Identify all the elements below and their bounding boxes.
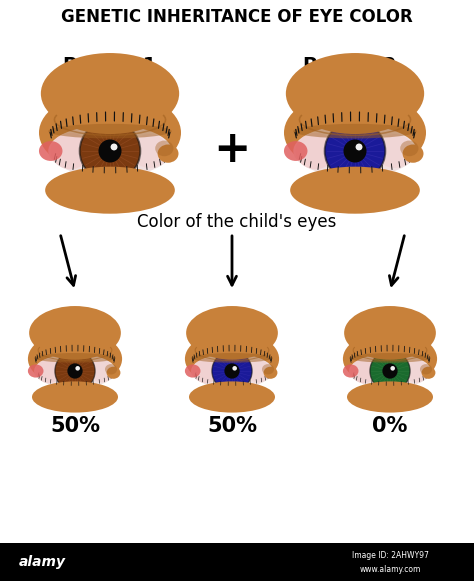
Ellipse shape	[284, 91, 426, 174]
Text: GENETIC INHERITANCE OF EYE COLOR: GENETIC INHERITANCE OF EYE COLOR	[61, 8, 413, 26]
Ellipse shape	[264, 367, 277, 379]
Ellipse shape	[186, 306, 278, 360]
Ellipse shape	[400, 141, 419, 156]
Ellipse shape	[155, 141, 173, 156]
Ellipse shape	[157, 145, 179, 163]
Ellipse shape	[246, 360, 271, 382]
Ellipse shape	[189, 381, 275, 413]
Text: 0%: 0%	[372, 416, 408, 436]
Ellipse shape	[420, 364, 432, 375]
Ellipse shape	[28, 364, 44, 378]
Text: +: +	[213, 127, 251, 170]
Ellipse shape	[343, 331, 437, 386]
Ellipse shape	[191, 354, 273, 388]
Text: Parent 1: Parent 1	[64, 56, 157, 75]
Ellipse shape	[28, 331, 122, 386]
Circle shape	[55, 351, 95, 391]
Ellipse shape	[349, 354, 431, 388]
Text: Image ID: 2AHWY97: Image ID: 2AHWY97	[352, 551, 428, 561]
Ellipse shape	[286, 53, 424, 134]
Circle shape	[391, 366, 395, 371]
Text: Color of the child's eyes: Color of the child's eyes	[137, 213, 337, 231]
Circle shape	[80, 121, 140, 181]
Ellipse shape	[131, 134, 168, 168]
Ellipse shape	[262, 364, 274, 375]
Ellipse shape	[402, 145, 423, 163]
Circle shape	[75, 366, 80, 371]
Circle shape	[212, 351, 252, 391]
Bar	[0, 543, 474, 581]
Circle shape	[99, 139, 121, 163]
Ellipse shape	[29, 306, 121, 360]
Ellipse shape	[376, 134, 413, 168]
Ellipse shape	[404, 360, 428, 382]
Ellipse shape	[34, 354, 116, 388]
Text: alamy: alamy	[18, 555, 65, 569]
Ellipse shape	[344, 306, 436, 360]
Circle shape	[224, 363, 240, 379]
Text: 50%: 50%	[207, 416, 257, 436]
Circle shape	[370, 351, 410, 391]
Ellipse shape	[107, 367, 120, 379]
Ellipse shape	[51, 132, 90, 169]
Ellipse shape	[296, 132, 335, 169]
Ellipse shape	[191, 353, 273, 363]
Ellipse shape	[193, 359, 219, 383]
Ellipse shape	[48, 124, 172, 138]
Ellipse shape	[349, 353, 431, 363]
Ellipse shape	[284, 141, 308, 161]
Ellipse shape	[185, 364, 201, 378]
Ellipse shape	[347, 381, 433, 413]
Text: www.alamy.com: www.alamy.com	[359, 565, 421, 573]
Circle shape	[232, 366, 237, 371]
Ellipse shape	[290, 167, 420, 214]
Circle shape	[67, 363, 82, 379]
Ellipse shape	[89, 360, 113, 382]
Ellipse shape	[105, 364, 117, 375]
Circle shape	[110, 144, 118, 150]
Ellipse shape	[343, 364, 358, 378]
Ellipse shape	[421, 367, 436, 379]
Text: 50%: 50%	[50, 416, 100, 436]
Ellipse shape	[36, 359, 62, 383]
Ellipse shape	[48, 125, 172, 177]
Ellipse shape	[39, 141, 63, 161]
Ellipse shape	[34, 353, 116, 363]
Circle shape	[344, 139, 366, 163]
Ellipse shape	[39, 91, 181, 174]
Ellipse shape	[351, 359, 377, 383]
Ellipse shape	[306, 99, 392, 125]
Ellipse shape	[32, 381, 118, 413]
Text: Parent 2: Parent 2	[303, 56, 397, 75]
Circle shape	[383, 363, 398, 379]
Ellipse shape	[357, 336, 415, 354]
Circle shape	[356, 144, 363, 150]
Ellipse shape	[293, 124, 417, 138]
Ellipse shape	[42, 336, 100, 354]
Ellipse shape	[185, 331, 279, 386]
Ellipse shape	[199, 336, 256, 354]
Ellipse shape	[293, 125, 417, 177]
Ellipse shape	[41, 53, 179, 134]
Ellipse shape	[61, 99, 147, 125]
Ellipse shape	[45, 167, 175, 214]
Circle shape	[325, 121, 385, 181]
